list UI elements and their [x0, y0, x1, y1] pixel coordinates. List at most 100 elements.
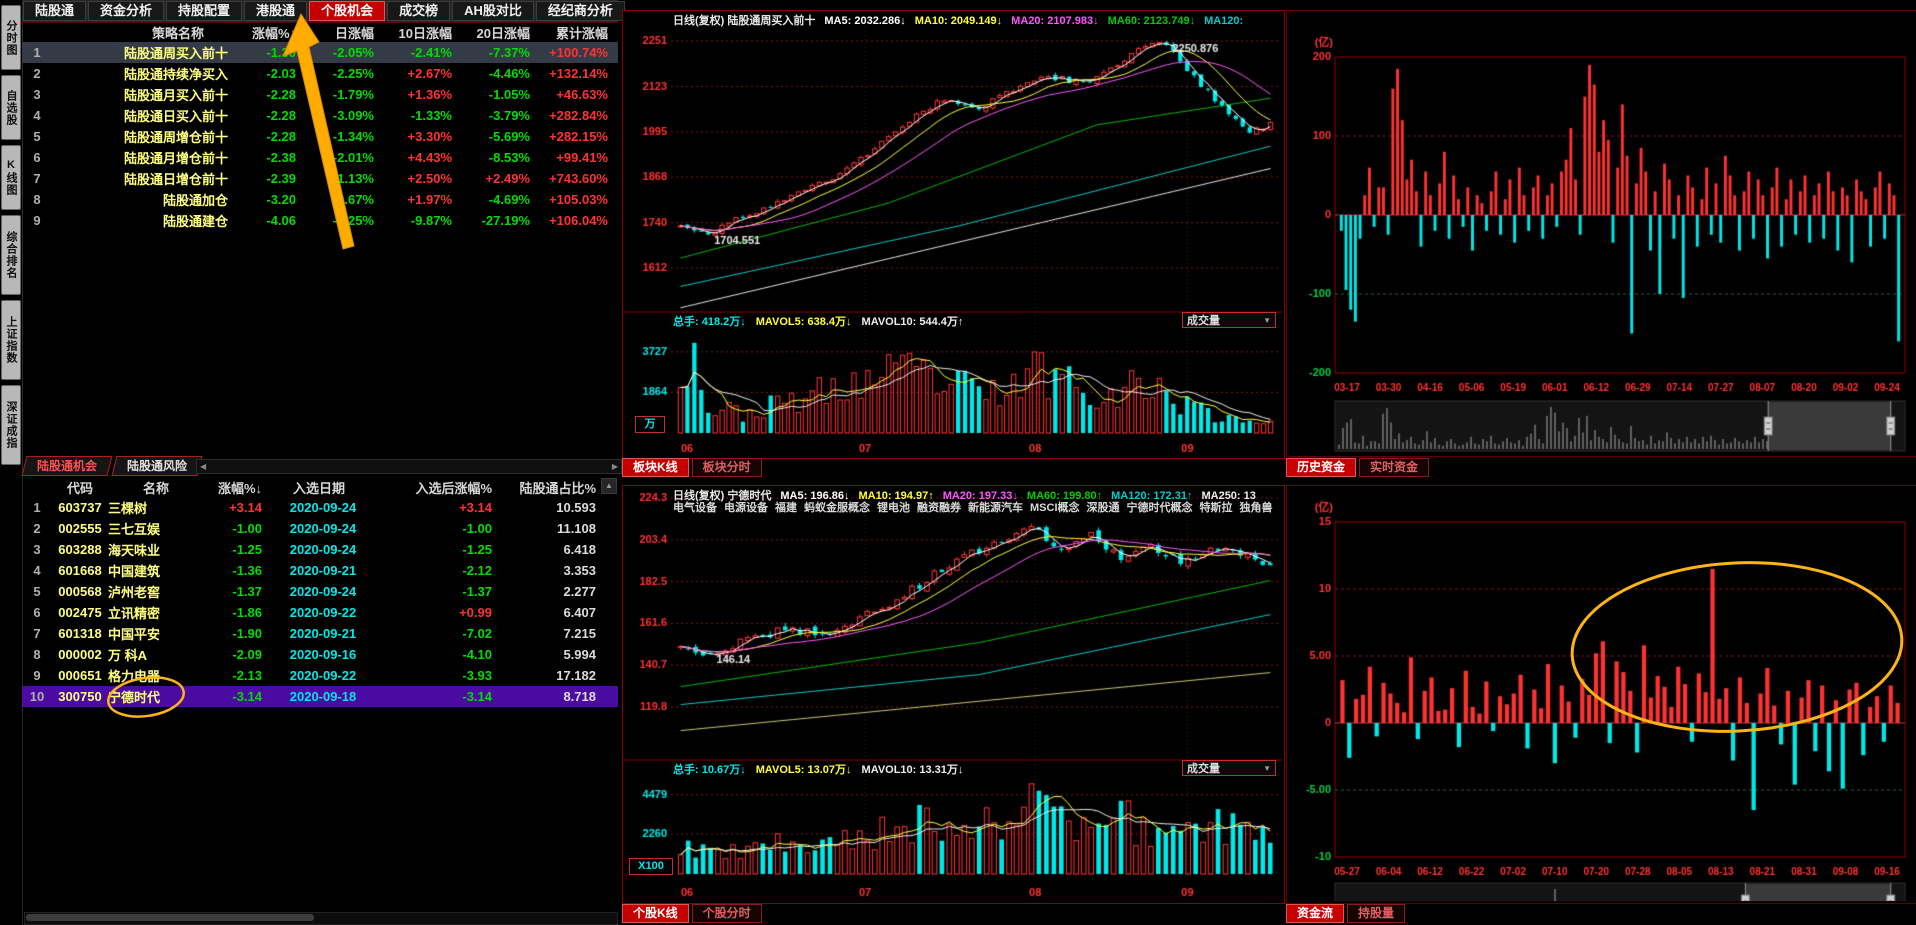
cell: -2.28 — [266, 129, 296, 144]
cell: -2.67% — [332, 192, 374, 207]
tab-板块K线[interactable]: 板块K线 — [622, 458, 689, 477]
stock-row-002475[interactable]: 6 002475 立讯精密 -1.86 2020-09-22 +0.99 6.407 — [22, 602, 618, 623]
stock-row-603288[interactable]: 3 603288 海天味业 -1.25 2020-09-24 -1.25 6.418 — [22, 539, 618, 560]
menu-item-持股配置[interactable]: 持股配置 — [166, 1, 243, 21]
concept-tag[interactable]: 深股通 — [1086, 502, 1120, 514]
volume-type-dropdown[interactable]: 成交量 ▼ — [1182, 760, 1276, 776]
stock-name: 三棵树 — [108, 501, 148, 516]
cell: -2.05% — [332, 45, 374, 60]
stock-name: 宁德时代 — [108, 690, 161, 705]
strategy-row[interactable]: 3 陆股通月买入前十 -2.28 -1.79% +1.36% -1.05% +46.63% — [22, 84, 618, 105]
strategy-row[interactable]: 4 陆股通日买入前十 -2.28 -3.09% -1.33% -3.79% +282.84% — [22, 105, 618, 126]
cell: -2.28 — [266, 108, 296, 123]
stock-fundflow-canvas[interactable] — [1287, 486, 1915, 901]
tab-陆股通机会[interactable]: 陆股通机会 — [21, 456, 113, 476]
sidebar-item-深证成指[interactable]: 深证成指 — [1, 385, 21, 465]
column-header[interactable]: 涨幅%↓ — [251, 25, 296, 41]
concept-tag[interactable]: 宁德时代概念 — [1126, 502, 1193, 514]
stock-name: 万 科A — [108, 648, 148, 663]
date: 2020-09-18 — [289, 689, 357, 704]
cell: +1.97% — [407, 192, 452, 207]
cell: -4.69% — [488, 192, 530, 207]
stock-row-000568[interactable]: 5 000568 泸州老窖 -1.37 2020-09-24 -1.37 2.277 — [22, 581, 618, 602]
concept-tag[interactable]: 融资融券 — [917, 502, 961, 514]
sidebar-item-自选股[interactable]: 自选股 — [1, 75, 21, 140]
header-token: MAVOL10: 544.4万↑ — [861, 316, 964, 328]
concept-tag[interactable]: 电源设备 — [724, 502, 768, 514]
stock-row-601318[interactable]: 7 601318 中国平安 -1.90 2020-09-21 -7.02 7.215 — [22, 623, 618, 644]
strategy-row[interactable]: 5 陆股通周增仓前十 -2.28 -1.34% +3.30% -5.69% +282.15% — [22, 126, 618, 147]
concept-tag[interactable]: 独角兽 — [1239, 502, 1273, 514]
column-header: 陆股通占比% — [519, 480, 596, 496]
sector-kline-canvas[interactable] — [623, 11, 1282, 456]
menu-item-港股通[interactable]: 港股通 — [244, 1, 308, 21]
stock-row-000002[interactable]: 8 000002 万 科A -2.09 2020-09-16 -4.10 5.994 — [22, 644, 618, 665]
volume-header: 总手: 418.2万↓ MAVOL5: 638.4万↓ MAVOL10: 544.4… — [673, 313, 973, 329]
strategy-row[interactable]: 9 陆股通建仓 -4.06 -2.25% -9.87% -27.19% +106.04% — [22, 210, 618, 231]
concept-tag[interactable]: 福建 — [775, 502, 797, 514]
cell: -9.87% — [410, 213, 452, 228]
bottom-scrollbar[interactable] — [24, 912, 618, 925]
chart-header: 日线(复权) 陆股通周买入前十 MA5: 2032.286↓ MA10: 2049.… — [673, 12, 1280, 28]
tab-个股K线[interactable]: 个股K线 — [622, 904, 689, 923]
sidebar-item-K线图[interactable]: K线图 — [1, 145, 21, 210]
strategy-name: 陆股通月买入前十 — [123, 88, 228, 103]
menu-item-AH股对比[interactable]: AH股对比 — [452, 1, 534, 21]
scroll-right-icon[interactable]: ▶ — [611, 462, 618, 471]
left-sidebar: 分时图自选股 K线图综合排名上证指数深证成指 — [0, 0, 23, 925]
sidebar-item-上证指数[interactable]: 上证指数 — [1, 300, 21, 380]
tab-陆股通风险[interactable]: 陆股通风险 — [111, 456, 203, 476]
strategy-row[interactable]: 6 陆股通月增仓前十 -2.38 -2.01% +4.43% -8.53% +99.41% — [22, 147, 618, 168]
tab-个股分时[interactable]: 个股分时 — [691, 904, 762, 923]
menu-item-成交榜[interactable]: 成交榜 — [387, 1, 451, 21]
tab-实时资金[interactable]: 实时资金 — [1359, 458, 1430, 477]
strategy-row[interactable]: 7 陆股通日增仓前十 -2.39 -1.13% +2.50% +2.49% +743.60% — [22, 168, 618, 189]
volume-type-dropdown[interactable]: 成交量 ▼ — [1182, 312, 1276, 328]
menu-item-经纪商分析[interactable]: 经纪商分析 — [535, 1, 625, 21]
column-header[interactable]: 涨幅%↓ — [217, 480, 262, 496]
tab-持股量[interactable]: 持股量 — [1347, 904, 1406, 923]
cell: -2.25% — [332, 213, 374, 228]
cell: +106.04% — [549, 213, 608, 228]
menu-item-个股机会[interactable]: 个股机会 — [309, 1, 386, 21]
stock-row-601668[interactable]: 4 601668 中国建筑 -1.36 2020-09-21 -2.12 3.353 — [22, 560, 618, 581]
sidebar-item-分时图[interactable]: 分时图 — [1, 5, 21, 70]
ratio: 7.215 — [563, 626, 596, 641]
cell: +282.15% — [549, 129, 608, 144]
vertical-scrollbar-up-icon[interactable]: ▲ — [601, 478, 617, 494]
concept-tag[interactable]: 特斯拉 — [1199, 502, 1233, 514]
scroll-left-icon[interactable]: ◀ — [200, 462, 207, 471]
concept-tag[interactable]: MSCI概念 — [1030, 502, 1080, 514]
date: 2020-09-24 — [289, 584, 357, 599]
tab-资金流[interactable]: 资金流 — [1286, 904, 1345, 923]
sidebar-item-综合排名[interactable]: 综合排名 — [1, 215, 21, 295]
stock-row-002555[interactable]: 2 002555 三七互娱 -1.00 2020-09-24 -1.00 11.108 — [22, 518, 618, 539]
stock-row-603737[interactable]: 1 603737 三棵树 +3.14 2020-09-24 +3.14 10.593 — [22, 497, 618, 518]
chg-after: -1.00 — [462, 521, 492, 536]
cell: 6 — [33, 150, 41, 165]
tab-历史资金[interactable]: 历史资金 — [1286, 458, 1357, 477]
stock-row-000651[interactable]: 9 000651 格力电器 -2.13 2020-09-22 -3.93 17.182 — [22, 665, 618, 686]
stock-row-300750[interactable]: 10 300750 宁德时代 -3.14 2020-09-18 -3.14 8.718 — [22, 686, 618, 707]
strategy-row[interactable]: 2 陆股通持续净买入 -2.03 -2.25% +2.67% -4.46% +132.14% — [22, 63, 618, 84]
date: 2020-09-24 — [289, 521, 357, 536]
tab-板块分时[interactable]: 板块分时 — [691, 458, 762, 477]
menu-item-资金分析[interactable]: 资金分析 — [88, 1, 165, 21]
history-fundflow-canvas[interactable] — [1287, 11, 1915, 454]
concept-tag[interactable]: 新能源汽车 — [968, 502, 1023, 514]
menu-item-陆股通[interactable]: 陆股通 — [23, 1, 87, 21]
date: 2020-09-24 — [289, 500, 357, 515]
concept-tag[interactable]: 锂电池 — [877, 502, 910, 514]
concept-tag[interactable]: 电气设备 — [673, 502, 717, 514]
row-number: 7 — [33, 626, 41, 641]
header-token: MA5: 196.86↓ — [780, 490, 850, 502]
horizontal-scrollbar[interactable]: ◀ ▶ — [196, 459, 622, 474]
strategy-row[interactable]: 1 陆股通周买入前十 -1.30 -2.05% -2.41% -7.37% +100.74% — [22, 42, 618, 63]
strategy-row[interactable]: 8 陆股通加仓 -3.20 -2.67% +1.97% -4.69% +105.03% — [22, 189, 618, 210]
header-token: MA120: — [1204, 15, 1244, 27]
header-token: MA20: 2107.983↓ — [1011, 15, 1099, 27]
concept-tag[interactable]: 蚂蚁金服概念 — [804, 502, 870, 514]
stock-kline-canvas[interactable] — [623, 486, 1282, 901]
scrollbar-thumb[interactable] — [26, 914, 314, 921]
